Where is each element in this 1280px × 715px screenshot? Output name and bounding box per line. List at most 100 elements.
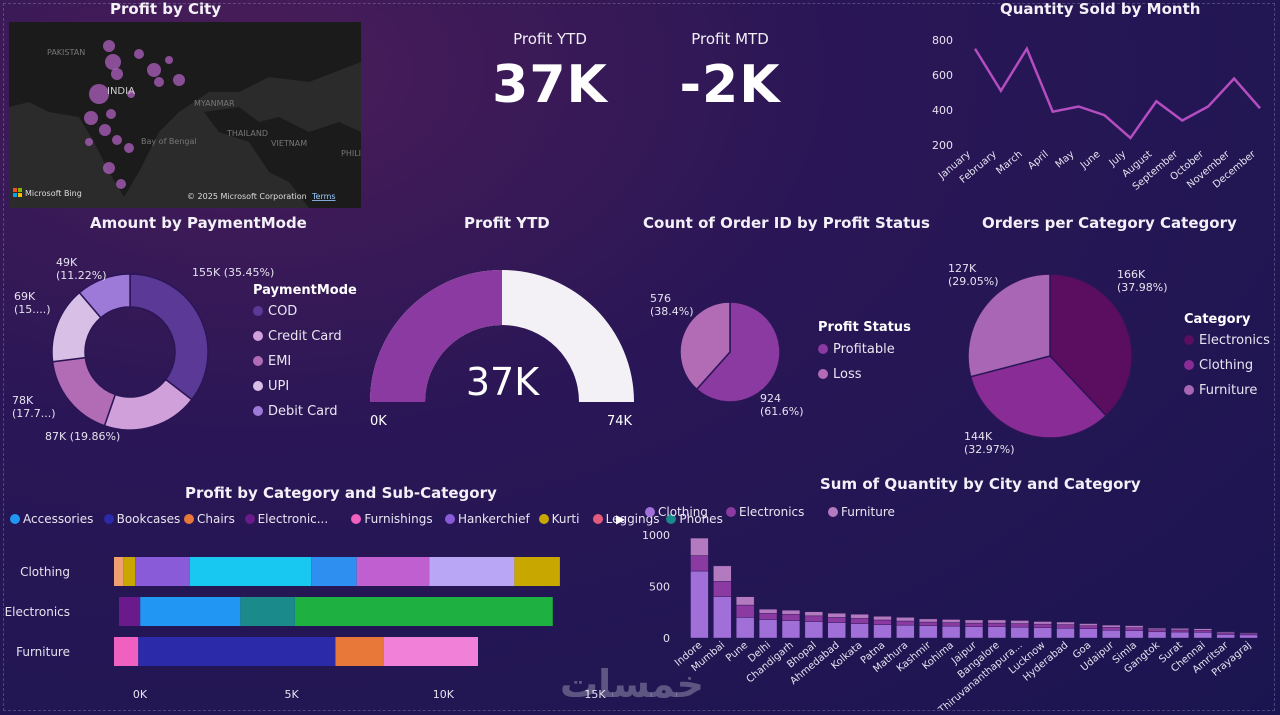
qty-city-bar-segment[interactable] <box>781 609 801 615</box>
profit-status-slice[interactable] <box>695 301 781 403</box>
qty-city-bar-segment[interactable] <box>873 624 892 639</box>
qty-city-bar-segment[interactable] <box>941 619 961 623</box>
orders-category-pie[interactable] <box>966 272 1134 440</box>
qty-city-bar-segment[interactable] <box>1147 631 1167 639</box>
city-bubble[interactable] <box>154 77 164 87</box>
qty-city-bar-segment[interactable] <box>873 616 892 621</box>
profit-subcat-bar-segment[interactable] <box>356 557 430 586</box>
city-bubble[interactable] <box>85 138 93 146</box>
qty-city-bar-segment[interactable] <box>1193 632 1212 639</box>
profit-subcat-legend-item[interactable]: Chairs <box>184 512 235 526</box>
qty-city-bar-segment[interactable] <box>1079 623 1098 626</box>
city-bubble[interactable] <box>106 109 116 119</box>
orders-slice[interactable] <box>967 273 1051 378</box>
qty-city-bar-segment[interactable] <box>1010 626 1029 639</box>
gauge-chart[interactable] <box>360 262 645 412</box>
qty-city-legend-item[interactable]: Clothing <box>645 505 708 519</box>
qty-city-bar-segment[interactable] <box>1056 621 1075 625</box>
qty-city-bar-segment[interactable] <box>1170 631 1190 639</box>
orders-legend-item[interactable]: Electronics <box>1184 333 1270 348</box>
qty-city-bar-segment[interactable] <box>941 622 961 627</box>
qty-city-bar-segment[interactable] <box>1033 627 1052 639</box>
qty-city-bar-segment[interactable] <box>1056 628 1075 639</box>
qty-city-bar-segment[interactable] <box>987 619 1007 624</box>
city-bubble[interactable] <box>124 143 134 153</box>
qty-city-bar-segment[interactable] <box>1170 629 1190 633</box>
profit-subcat-bar-segment[interactable] <box>383 637 478 666</box>
qty-city-bar-segment[interactable] <box>1125 630 1144 639</box>
profit-subcat-legend-item[interactable]: Electronic... <box>244 512 328 526</box>
city-bubble[interactable] <box>105 54 121 70</box>
profit-subcat-bar-segment[interactable] <box>294 597 553 626</box>
orders-slice[interactable] <box>1049 273 1133 417</box>
orders-slice[interactable] <box>969 355 1108 439</box>
profit-by-city-map[interactable]: PAKISTAN INDIA MYANMAR THAILAND VIETNAM … <box>9 22 361 208</box>
profit-subcat-chart[interactable]: Clothing Electronics Furniture 0K 5K 10K 15K <box>0 540 640 705</box>
qty-city-bar-segment[interactable] <box>1239 632 1258 634</box>
qty-city-bar-segment[interactable] <box>713 565 732 582</box>
qty-city-bar-segment[interactable] <box>713 581 732 597</box>
qty-city-bar-segment[interactable] <box>758 619 778 639</box>
profit-subcat-bar-segment[interactable] <box>335 637 384 666</box>
profit-subcat-bar-segment[interactable] <box>123 557 136 586</box>
qty-city-bar-segment[interactable] <box>1239 634 1258 639</box>
qty-city-bar-segment[interactable] <box>964 619 984 624</box>
qty-city-bar-segment[interactable] <box>827 622 846 639</box>
qty-city-bar-segment[interactable] <box>736 617 755 639</box>
qty-city-bar-segment[interactable] <box>1170 628 1190 631</box>
payment-legend-item[interactable]: Credit Card <box>253 329 342 344</box>
city-bubble[interactable] <box>89 84 109 104</box>
city-bubble[interactable] <box>84 111 98 125</box>
orders-legend-item[interactable]: Clothing <box>1184 358 1253 373</box>
qty-city-bar-segment[interactable] <box>736 604 755 618</box>
qty-city-bar-segment[interactable] <box>827 617 846 623</box>
qty-city-bar-segment[interactable] <box>827 613 846 618</box>
qty-city-bar-segment[interactable] <box>896 617 915 622</box>
profit-subcat-bar-segment[interactable] <box>140 597 241 626</box>
city-bubble[interactable] <box>147 63 161 77</box>
city-bubble[interactable] <box>103 40 115 52</box>
qty-city-bar-segment[interactable] <box>850 618 869 624</box>
qty-city-bar-segment[interactable] <box>987 626 1007 639</box>
map-terms-link[interactable]: Terms <box>311 192 336 201</box>
qty-city-bar-segment[interactable] <box>1010 620 1029 624</box>
qty-city-bar-segment[interactable] <box>1010 623 1029 628</box>
qty-month-line[interactable] <box>973 46 1261 140</box>
profit-subcat-legend-item[interactable]: Accessories <box>10 512 93 526</box>
qty-city-bar-segment[interactable] <box>1125 625 1144 628</box>
profit-subcat-legend-item[interactable]: Phones <box>666 512 723 526</box>
payment-slice[interactable] <box>51 356 117 427</box>
qty-city-bar-segment[interactable] <box>736 596 755 606</box>
profit-subcat-bar-segment[interactable] <box>311 557 357 586</box>
profit-subcat-legend-item[interactable]: Bookcases <box>103 512 180 526</box>
profit-subcat-bar-segment[interactable] <box>514 557 560 586</box>
payment-slice[interactable] <box>78 273 131 319</box>
qty-city-bar-segment[interactable] <box>941 625 961 639</box>
profit-subcat-bar-segment[interactable] <box>114 557 124 586</box>
profit-subcat-bar-segment[interactable] <box>114 637 139 666</box>
qty-city-bar-segment[interactable] <box>690 555 709 572</box>
profit-subcat-bar-segment[interactable] <box>240 597 295 626</box>
qty-city-bar-segment[interactable] <box>758 608 778 614</box>
payment-legend-item[interactable]: EMI <box>253 354 291 369</box>
profit-status-legend-item[interactable]: Loss <box>818 367 862 382</box>
qty-city-bar-segment[interactable] <box>919 621 938 626</box>
qty-city-bar-segment[interactable] <box>1216 634 1235 639</box>
qty-city-bar-segment[interactable] <box>758 613 778 620</box>
qty-city-bar-segment[interactable] <box>781 614 801 621</box>
qty-city-bar-segment[interactable] <box>1033 621 1052 625</box>
city-bubble[interactable] <box>112 135 122 145</box>
qty-city-bar-segment[interactable] <box>713 596 732 639</box>
qty-city-bar-segment[interactable] <box>804 615 823 622</box>
qty-city-bar-segment[interactable] <box>919 618 938 623</box>
qty-city-bar-segment[interactable] <box>964 622 984 627</box>
city-bubble[interactable] <box>111 68 123 80</box>
profit-subcat-bar-segment[interactable] <box>119 597 141 626</box>
qty-city-bar-segment[interactable] <box>896 620 915 626</box>
qty-city-bar-segment[interactable] <box>1147 629 1167 633</box>
qty-city-bar-segment[interactable] <box>781 620 801 639</box>
qty-city-bar-segment[interactable] <box>690 570 709 639</box>
profit-subcat-legend-item[interactable]: Hankerchief <box>445 512 530 526</box>
